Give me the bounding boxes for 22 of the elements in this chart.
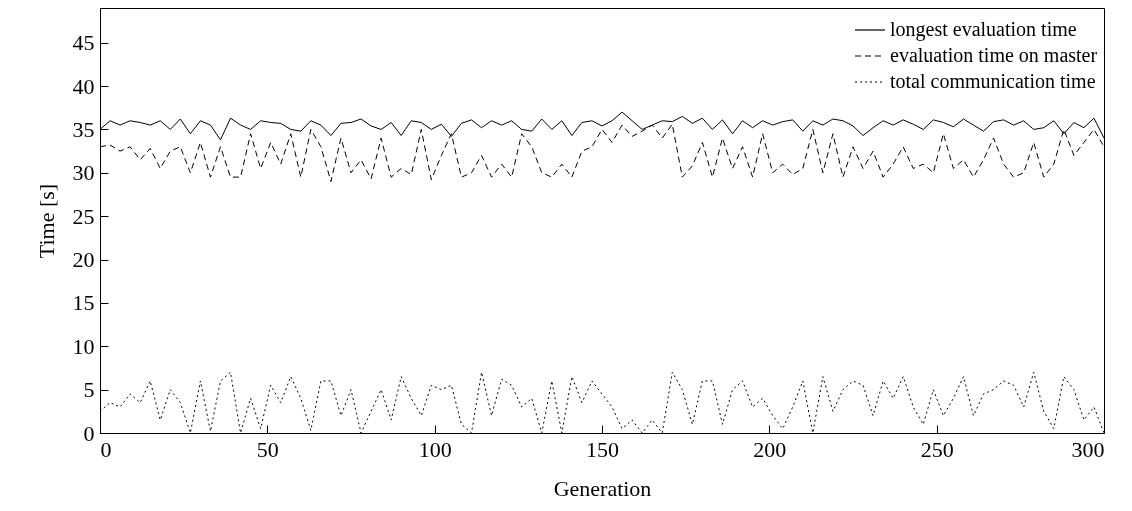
y-tick-label: 0 [83, 420, 95, 446]
x-tick-label: 100 [418, 436, 452, 462]
x-tick-label: 200 [753, 436, 787, 462]
x-tick-label: 300 [1071, 436, 1105, 462]
legend-label: longest evaluation time [890, 18, 1077, 41]
y-tick-label: 20 [72, 247, 95, 273]
y-tick-label: 10 [72, 333, 95, 359]
legend-label: evaluation time on master [890, 44, 1098, 66]
x-axis-title: Generation [553, 475, 652, 501]
y-tick-label: 35 [72, 116, 95, 142]
x-tick-label: 150 [586, 436, 619, 462]
y-tick-label: 30 [72, 160, 95, 186]
y-tick-label: 45 [72, 30, 95, 56]
y-tick-label: 25 [72, 203, 95, 229]
y-tick-label: 15 [72, 290, 95, 316]
y-tick-label: 5 [83, 377, 95, 403]
y-axis-title: Time [s] [33, 183, 59, 259]
y-tick-label: 40 [72, 73, 95, 99]
x-tick-label: 250 [920, 436, 954, 462]
legend-label: total communication time [890, 70, 1096, 92]
x-tick-label: 50 [256, 436, 279, 462]
x-tick-label: 0 [100, 436, 112, 462]
